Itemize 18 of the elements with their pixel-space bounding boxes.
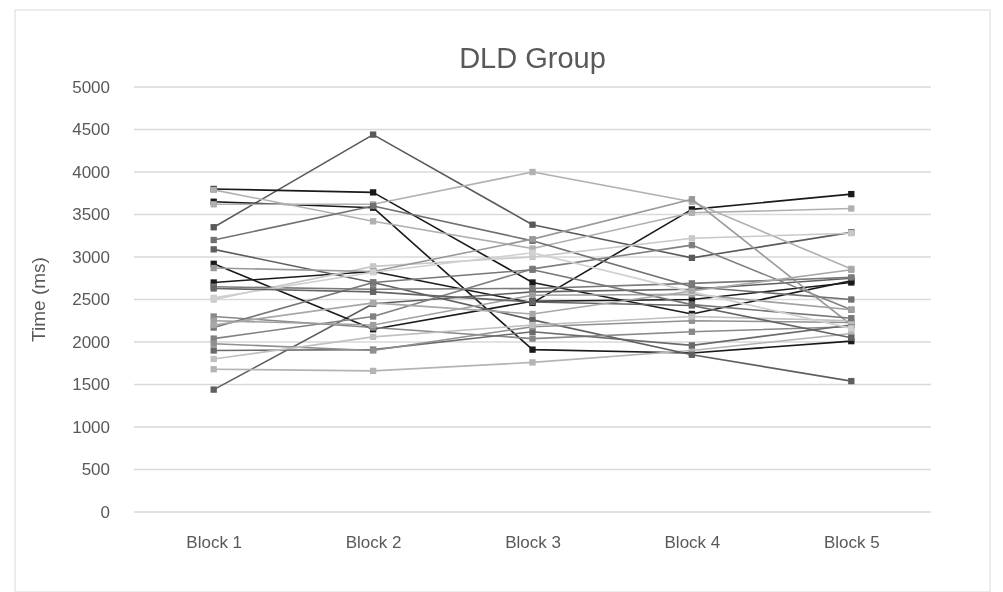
y-axis-title: Time (ms) (28, 257, 49, 342)
x-tick-label: Block 4 (664, 533, 721, 553)
y-tick-label: 0 (100, 502, 110, 522)
y-tick-label: 500 (81, 460, 110, 480)
x-tick-label: Block 2 (345, 533, 402, 553)
y-tick-label: 4500 (72, 120, 110, 140)
x-tick-label: Block 5 (823, 533, 880, 553)
y-tick-label: 1500 (72, 375, 110, 395)
y-tick-label: 1000 (72, 417, 110, 437)
y-tick-label: 3000 (72, 247, 110, 267)
y-tick-label: 5000 (72, 77, 110, 97)
x-tick-label: Block 1 (186, 533, 243, 553)
y-tick-label: 4000 (72, 162, 110, 182)
chart-title: DLD Group (459, 42, 606, 74)
x-tick-label: Block 3 (505, 533, 561, 553)
y-tick-label: 3500 (72, 205, 110, 225)
y-tick-label: 2000 (72, 332, 110, 352)
y-tick-label: 2500 (72, 290, 110, 310)
